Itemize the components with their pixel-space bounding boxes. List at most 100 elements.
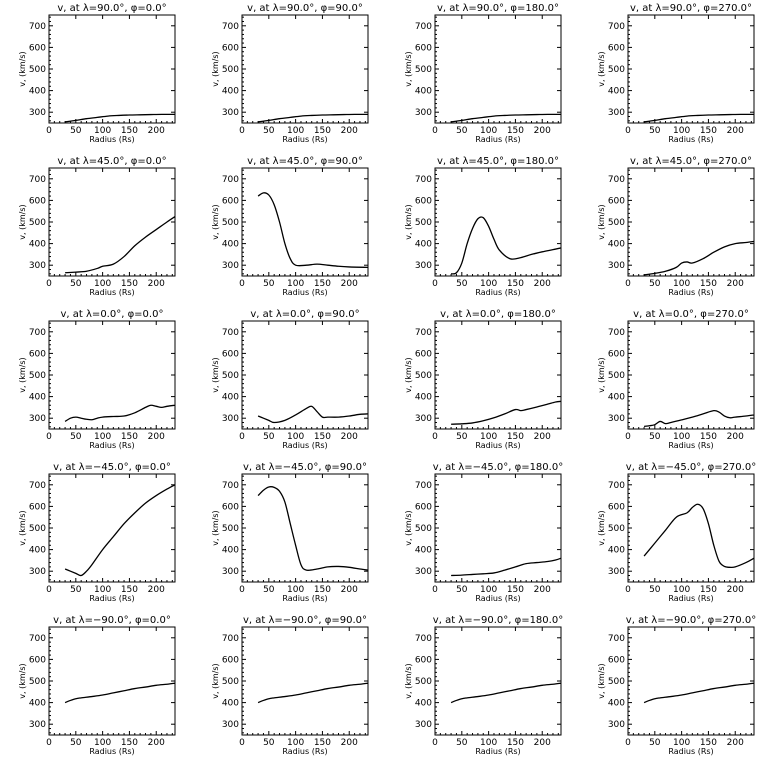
plot-frame — [434, 14, 562, 124]
x-tick-label: 150 — [314, 279, 331, 289]
y-tick-label: 400 — [29, 546, 46, 556]
x-tick-label: 200 — [148, 432, 165, 442]
plot-frame — [48, 473, 176, 583]
y-tick-label: 600 — [222, 196, 239, 206]
subplot-title: v, at λ=0.0°, φ=270.0° — [633, 309, 749, 320]
x-axis-label: Radius (Rs) — [668, 594, 713, 603]
y-axis-label: v, (km/s) — [18, 357, 27, 392]
y-tick-label: 400 — [608, 699, 625, 709]
x-tick-label: 100 — [673, 126, 690, 136]
x-tick-label: 100 — [94, 585, 111, 595]
x-tick-label: 150 — [700, 585, 717, 595]
y-tick-label: 300 — [415, 261, 432, 271]
y-axis-label: v, (km/s) — [18, 663, 27, 698]
y-tick-label: 300 — [222, 414, 239, 424]
x-axis-label: Radius (Rs) — [282, 594, 327, 603]
y-tick-label: 400 — [415, 240, 432, 250]
y-tick-label: 300 — [608, 108, 625, 118]
y-tick-label: 700 — [415, 22, 432, 32]
series-line — [450, 216, 561, 275]
y-tick-label: 400 — [222, 87, 239, 97]
x-axis-label: Radius (Rs) — [668, 135, 713, 144]
y-tick-label: 500 — [29, 65, 46, 75]
y-tick-label: 500 — [29, 524, 46, 534]
x-tick-label: 150 — [314, 432, 331, 442]
x-tick-label: 100 — [94, 279, 111, 289]
y-tick-label: 600 — [222, 502, 239, 512]
y-tick-label: 300 — [415, 108, 432, 118]
y-tick-label: 700 — [415, 481, 432, 491]
y-tick-label: 300 — [415, 414, 432, 424]
y-tick-label: 500 — [608, 65, 625, 75]
y-tick-label: 700 — [415, 328, 432, 338]
x-axis-label: Radius (Rs) — [282, 288, 327, 297]
subplot-title: v, at λ=−45.0°, φ=270.0° — [626, 462, 756, 473]
y-tick-label: 600 — [222, 655, 239, 665]
y-axis-label: v, (km/s) — [597, 357, 606, 392]
subplot-4: v, at λ=90.0°, φ=270.0° 0 50 100 150 200 300 40… — [597, 3, 755, 144]
x-tick-label: 150 — [700, 738, 717, 748]
y-tick-label: 700 — [222, 634, 239, 644]
x-tick-label: 50 — [456, 585, 468, 595]
series-line — [450, 682, 561, 704]
x-axis-label: Radius (Rs) — [89, 747, 134, 756]
x-tick-label: 50 — [456, 432, 468, 442]
x-tick-label: 0 — [432, 126, 438, 136]
subplot-17: v, at λ=−90.0°, φ=0.0° 0 50 100 150 200 300 400… — [18, 615, 176, 756]
x-tick-label: 200 — [148, 126, 165, 136]
y-tick-label: 300 — [222, 567, 239, 577]
x-tick-label: 100 — [287, 738, 304, 748]
y-tick-label: 600 — [415, 196, 432, 206]
x-axis-label: Radius (Rs) — [668, 747, 713, 756]
y-axis-label: v, (km/s) — [404, 510, 413, 545]
y-tick-label: 700 — [29, 175, 46, 185]
x-tick-label: 100 — [94, 126, 111, 136]
y-tick-label: 300 — [29, 108, 46, 118]
plot-frame — [241, 320, 369, 430]
x-tick-label: 100 — [94, 738, 111, 748]
x-axis-label: Radius (Rs) — [89, 441, 134, 450]
y-tick-label: 600 — [29, 43, 46, 53]
subplot-12: v, at λ=0.0°, φ=270.0° 0 50 100 150 200 300 400… — [597, 309, 755, 450]
plot-frame — [48, 14, 176, 124]
subplot-title: v, at λ=45.0°, φ=0.0° — [57, 156, 166, 167]
x-tick-label: 0 — [46, 279, 52, 289]
x-tick-label: 200 — [727, 585, 744, 595]
x-tick-label: 50 — [70, 585, 82, 595]
y-axis-label: v, (km/s) — [18, 204, 27, 239]
y-tick-label: 700 — [608, 175, 625, 185]
x-tick-label: 0 — [432, 432, 438, 442]
y-tick-label: 400 — [608, 546, 625, 556]
series-line — [257, 113, 368, 123]
y-axis-label: v, (km/s) — [597, 204, 606, 239]
x-tick-label: 50 — [263, 585, 275, 595]
y-tick-label: 400 — [608, 87, 625, 97]
x-tick-label: 0 — [625, 738, 631, 748]
x-tick-label: 150 — [314, 738, 331, 748]
x-tick-label: 100 — [480, 279, 497, 289]
x-tick-label: 200 — [534, 126, 551, 136]
subplot-2: v, at λ=90.0°, φ=90.0° 0 50 100 150 200 300 400… — [211, 3, 369, 144]
y-axis-label: v, (km/s) — [211, 510, 220, 545]
x-tick-label: 150 — [121, 126, 138, 136]
x-tick-label: 100 — [673, 432, 690, 442]
series-line — [643, 682, 754, 704]
x-tick-label: 50 — [649, 738, 661, 748]
subplot-1: v, at λ=90.0°, φ=0.0° 0 50 100 150 200 300 400 5… — [18, 3, 176, 144]
x-tick-label: 200 — [341, 126, 358, 136]
y-tick-label: 700 — [415, 175, 432, 185]
x-tick-label: 150 — [121, 432, 138, 442]
x-tick-label: 200 — [534, 585, 551, 595]
plot-frame — [241, 626, 369, 736]
x-tick-label: 0 — [239, 432, 245, 442]
series-line — [65, 216, 175, 274]
y-tick-label: 600 — [29, 196, 46, 206]
x-axis-label: Radius (Rs) — [282, 135, 327, 144]
x-axis-label: Radius (Rs) — [475, 288, 520, 297]
y-tick-label: 500 — [608, 677, 625, 687]
x-tick-label: 200 — [341, 585, 358, 595]
x-axis-label: Radius (Rs) — [89, 135, 134, 144]
y-axis-label: v, (km/s) — [404, 51, 413, 86]
x-axis-label: Radius (Rs) — [668, 288, 713, 297]
